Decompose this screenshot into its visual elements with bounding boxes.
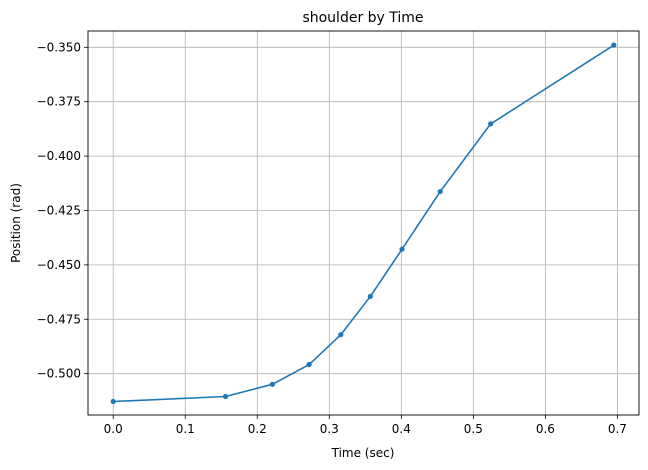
data-point xyxy=(306,361,312,368)
series-line xyxy=(113,44,615,403)
x-tick-label: 0.2 xyxy=(248,422,267,436)
y-axis-label: Position (rad) xyxy=(9,183,23,263)
y-tick-label: −0.375 xyxy=(37,95,81,109)
data-point xyxy=(437,188,443,195)
y-tick-label: −0.350 xyxy=(37,40,81,54)
data-point xyxy=(338,332,344,338)
x-tick-label: 0.3 xyxy=(320,422,339,436)
data-point xyxy=(222,393,229,400)
x-tick-label: 0.1 xyxy=(176,422,195,436)
series-layer xyxy=(110,42,617,405)
chart-title: shoulder by Time xyxy=(302,10,423,26)
data-point xyxy=(488,121,494,127)
y-tick-label: −0.400 xyxy=(37,149,81,163)
data-point xyxy=(399,246,405,252)
data-point xyxy=(611,42,617,48)
y-tick-label: −0.425 xyxy=(37,203,81,217)
x-tick-label: 0.0 xyxy=(104,422,123,436)
plot-area-frame xyxy=(87,30,640,416)
x-tick-label: 0.7 xyxy=(608,422,627,436)
grid xyxy=(88,31,639,415)
y-tick-label: −0.450 xyxy=(37,258,81,272)
x-axis-label: Time (sec) xyxy=(331,446,395,460)
y-axis-ticks: −0.350 −0.375 −0.400 −0.425 −0.450 −0.475 −0.5… xyxy=(37,40,88,381)
x-tick-label: 0.4 xyxy=(392,422,411,436)
x-axis-ticks: 0.0 0.1 0.2 0.3 0.4 0.5 0.6 0.7 xyxy=(104,415,627,436)
y-tick-label: −0.475 xyxy=(37,312,81,326)
data-point xyxy=(367,293,373,300)
x-tick-label: 0.6 xyxy=(536,422,555,436)
data-point xyxy=(269,381,275,387)
x-tick-label: 0.5 xyxy=(464,422,483,436)
data-point xyxy=(110,398,116,405)
y-tick-label: −0.500 xyxy=(37,367,81,381)
